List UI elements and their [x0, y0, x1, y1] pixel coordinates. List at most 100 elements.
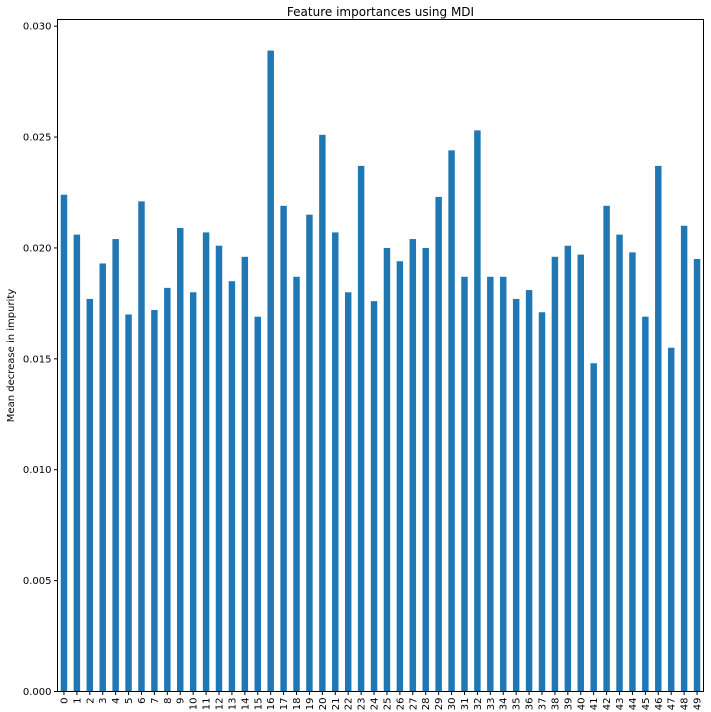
bar-feature-37	[538, 312, 546, 692]
bar-feature-38	[551, 256, 559, 692]
bar-feature-32	[474, 130, 481, 692]
x-tick-label: 17	[279, 698, 290, 711]
y-tick-label: 0.010	[23, 465, 52, 476]
bar-feature-36	[525, 290, 533, 692]
x-tick-label: 34	[499, 698, 510, 711]
bars-group	[60, 50, 701, 692]
bar-feature-30	[448, 150, 455, 692]
bar-feature-25	[383, 247, 391, 692]
bar-feature-13	[228, 281, 236, 692]
x-tick-label: 3	[98, 698, 109, 704]
x-tick-label: 30	[447, 698, 458, 711]
bar-feature-10	[189, 292, 197, 692]
x-tick-label: 2	[85, 698, 96, 704]
x-tick-label: 14	[240, 698, 251, 711]
bar-feature-8	[164, 287, 171, 692]
x-tick-label: 4	[111, 698, 122, 704]
x-tick-label: 1	[72, 698, 83, 704]
bar-feature-19	[306, 214, 313, 692]
x-tick-label: 43	[615, 698, 626, 711]
bar-feature-27	[409, 239, 417, 692]
x-tick-label: 13	[227, 698, 238, 711]
bar-feature-43	[616, 234, 623, 692]
bar-feature-18	[293, 276, 300, 692]
x-tick-label: 48	[680, 698, 691, 711]
bar-feature-21	[332, 232, 339, 692]
x-tick-label: 41	[589, 698, 600, 711]
bar-feature-1	[73, 234, 81, 692]
x-tick-label: 18	[292, 698, 303, 711]
x-tick-label: 9	[176, 698, 187, 704]
bar-feature-7	[151, 310, 158, 692]
bar-feature-22	[344, 292, 352, 692]
x-tick-label: 19	[305, 698, 316, 711]
x-tick-label: 40	[576, 698, 587, 711]
bar-feature-23	[357, 165, 365, 692]
x-tick-label: 38	[550, 698, 561, 711]
x-tick-label: 21	[331, 698, 342, 711]
bar-feature-5	[125, 314, 132, 692]
x-tick-label: 39	[563, 698, 574, 711]
bar-feature-16	[267, 50, 274, 692]
x-tick-label: 36	[525, 698, 536, 711]
x-axis-ticks: 0 1 2 3 4 5 6 7 8 9 10 11 12 13 14 15 16 17 18 19 20 21 22 23 24…	[59, 691, 704, 711]
x-tick-label: 37	[538, 698, 549, 711]
x-tick-label: 5	[124, 698, 135, 704]
x-tick-label: 47	[667, 698, 678, 711]
x-tick-label: 33	[486, 698, 497, 711]
bar-feature-24	[370, 301, 378, 692]
bar-feature-39	[564, 245, 572, 692]
bar-feature-33	[487, 276, 494, 692]
bar-feature-44	[629, 252, 636, 692]
x-tick-label: 22	[344, 698, 355, 711]
bar-feature-4	[112, 239, 119, 692]
x-tick-label: 10	[189, 698, 200, 711]
bar-feature-48	[680, 225, 688, 692]
bar-feature-28	[422, 247, 429, 692]
bar-feature-41	[590, 363, 597, 692]
x-tick-label: 32	[473, 698, 484, 711]
x-tick-label: 31	[460, 698, 471, 711]
x-tick-label: 6	[137, 698, 148, 704]
x-tick-label: 12	[215, 698, 226, 711]
bar-feature-3	[99, 263, 106, 692]
x-tick-label: 15	[253, 698, 264, 711]
x-tick-label: 27	[408, 698, 419, 711]
x-tick-label: 16	[266, 698, 277, 711]
y-tick-label: 0.025	[23, 133, 52, 144]
x-tick-label: 24	[370, 698, 381, 711]
y-tick-label: 0.000	[23, 687, 52, 698]
bar-feature-40	[577, 254, 584, 692]
bar-feature-2	[86, 298, 94, 692]
bar-feature-9	[177, 227, 184, 692]
x-tick-label: 8	[163, 698, 174, 704]
y-tick-label: 0.015	[23, 354, 52, 365]
x-tick-label: 28	[421, 698, 432, 711]
x-tick-label: 11	[202, 698, 213, 711]
bar-feature-49	[693, 259, 701, 692]
y-tick-label: 0.030	[23, 22, 52, 33]
y-tick-label: 0.005	[23, 576, 52, 587]
bar-feature-29	[435, 196, 442, 692]
bar-feature-12	[215, 245, 223, 692]
x-tick-label: 46	[654, 698, 665, 711]
x-tick-label: 7	[150, 698, 161, 704]
x-tick-label: 26	[395, 698, 406, 711]
x-tick-label: 42	[602, 698, 613, 711]
bar-feature-14	[241, 256, 249, 692]
bar-feature-34	[500, 276, 507, 692]
y-axis-label: Mean decrease in impurity	[6, 289, 17, 422]
bar-feature-46	[655, 165, 662, 692]
plot-frame	[57, 19, 704, 692]
bar-feature-26	[396, 261, 404, 692]
x-tick-label: 45	[641, 698, 652, 711]
x-tick-label: 44	[628, 698, 639, 711]
bar-feature-6	[138, 201, 145, 692]
y-tick-label: 0.020	[23, 243, 52, 254]
x-tick-label: 20	[318, 698, 329, 711]
bar-feature-42	[603, 205, 610, 692]
bar-feature-11	[202, 232, 210, 692]
bar-feature-35	[512, 298, 520, 692]
